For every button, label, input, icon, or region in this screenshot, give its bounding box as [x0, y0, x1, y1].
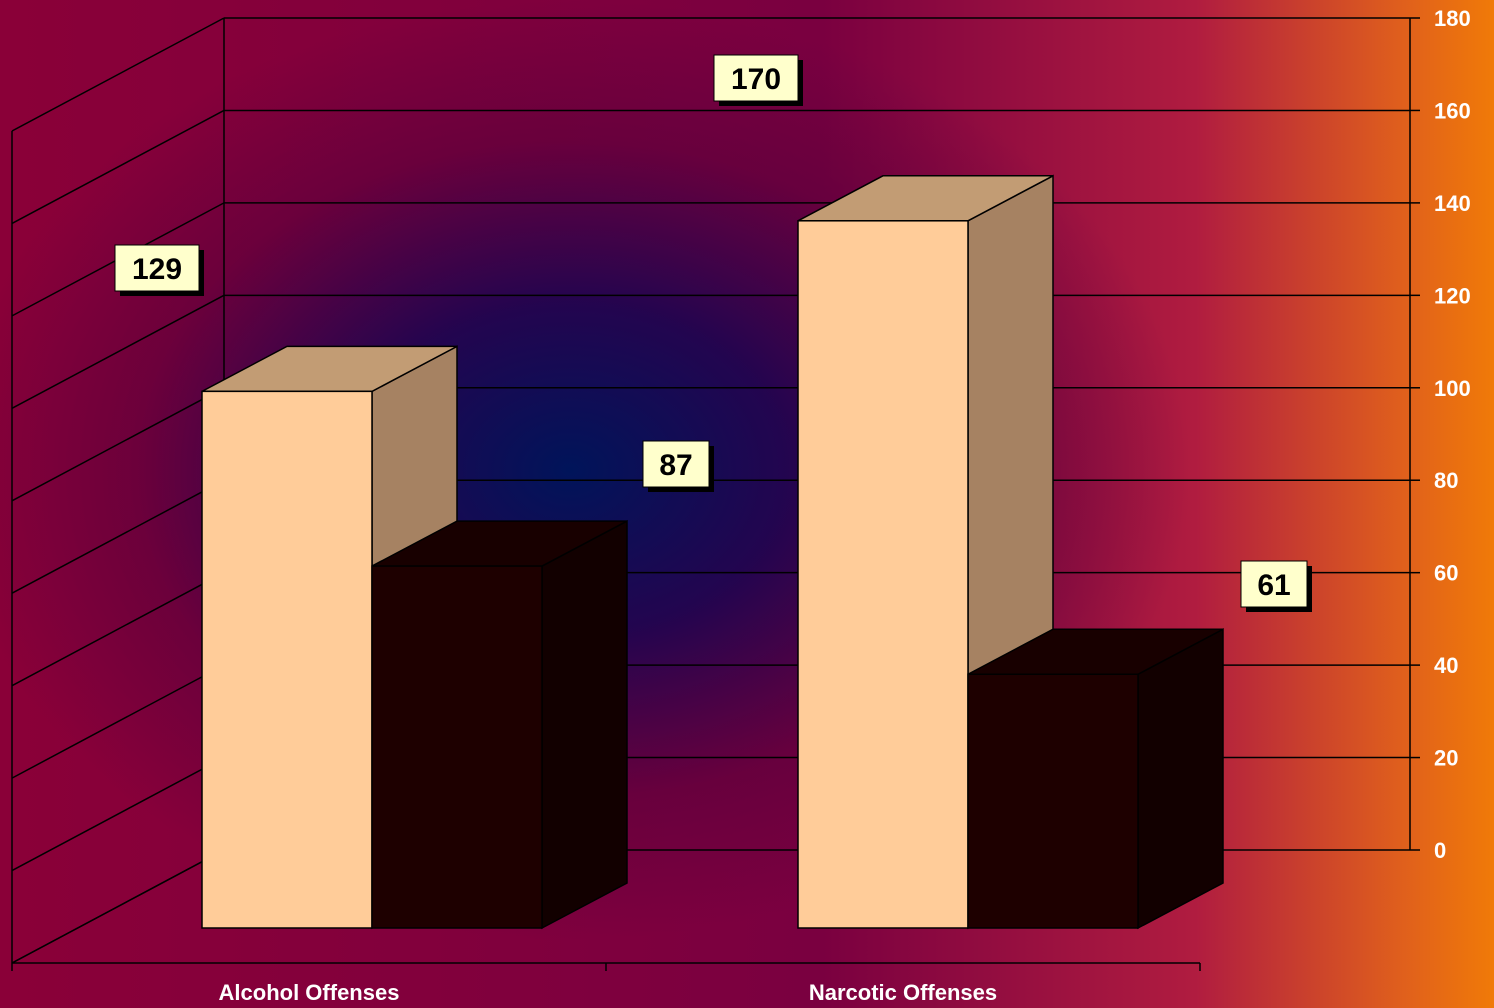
gridline-side — [11, 17, 225, 132]
category-label: Alcohol Offenses — [219, 980, 400, 1005]
gridline-side — [11, 572, 225, 687]
y-tick-label: 160 — [1434, 98, 1471, 123]
data-label: 170 — [731, 63, 781, 96]
bar-series1-2 — [797, 220, 969, 929]
data-label: 61 — [1257, 569, 1290, 602]
y-tick-label: 20 — [1434, 746, 1458, 771]
y-tick-label: 0 — [1434, 838, 1446, 863]
gridline-side — [11, 479, 225, 594]
y-tick-label: 120 — [1434, 283, 1471, 308]
y-tick-label: 140 — [1434, 191, 1471, 216]
data-label-box — [1240, 560, 1308, 608]
gridline-side — [11, 756, 225, 872]
data-label: 129 — [132, 253, 182, 286]
y-tick-label: 80 — [1434, 468, 1458, 493]
y-tick-label: 60 — [1434, 561, 1458, 586]
gridline-side — [11, 294, 225, 409]
gridline-side — [11, 387, 225, 502]
bar-series2-1 — [371, 565, 543, 929]
bar-series1-1 — [201, 390, 373, 929]
y-tick-label: 100 — [1434, 376, 1471, 401]
category-label: Narcotic Offenses — [809, 980, 997, 1005]
data-label-box — [713, 54, 799, 102]
floor-left-edge — [11, 849, 225, 964]
bar-series2-2-side — [1137, 627, 1224, 930]
data-label-box — [114, 244, 200, 292]
gridline-side — [11, 664, 225, 779]
y-tick-label: 40 — [1434, 653, 1458, 678]
y-tick-label: 180 — [1434, 6, 1471, 31]
data-label: 87 — [659, 449, 692, 482]
data-label-box — [642, 440, 710, 488]
bar-series2-2 — [967, 673, 1139, 929]
bar-series2-1-side — [541, 519, 628, 930]
gridline-side — [11, 109, 225, 225]
